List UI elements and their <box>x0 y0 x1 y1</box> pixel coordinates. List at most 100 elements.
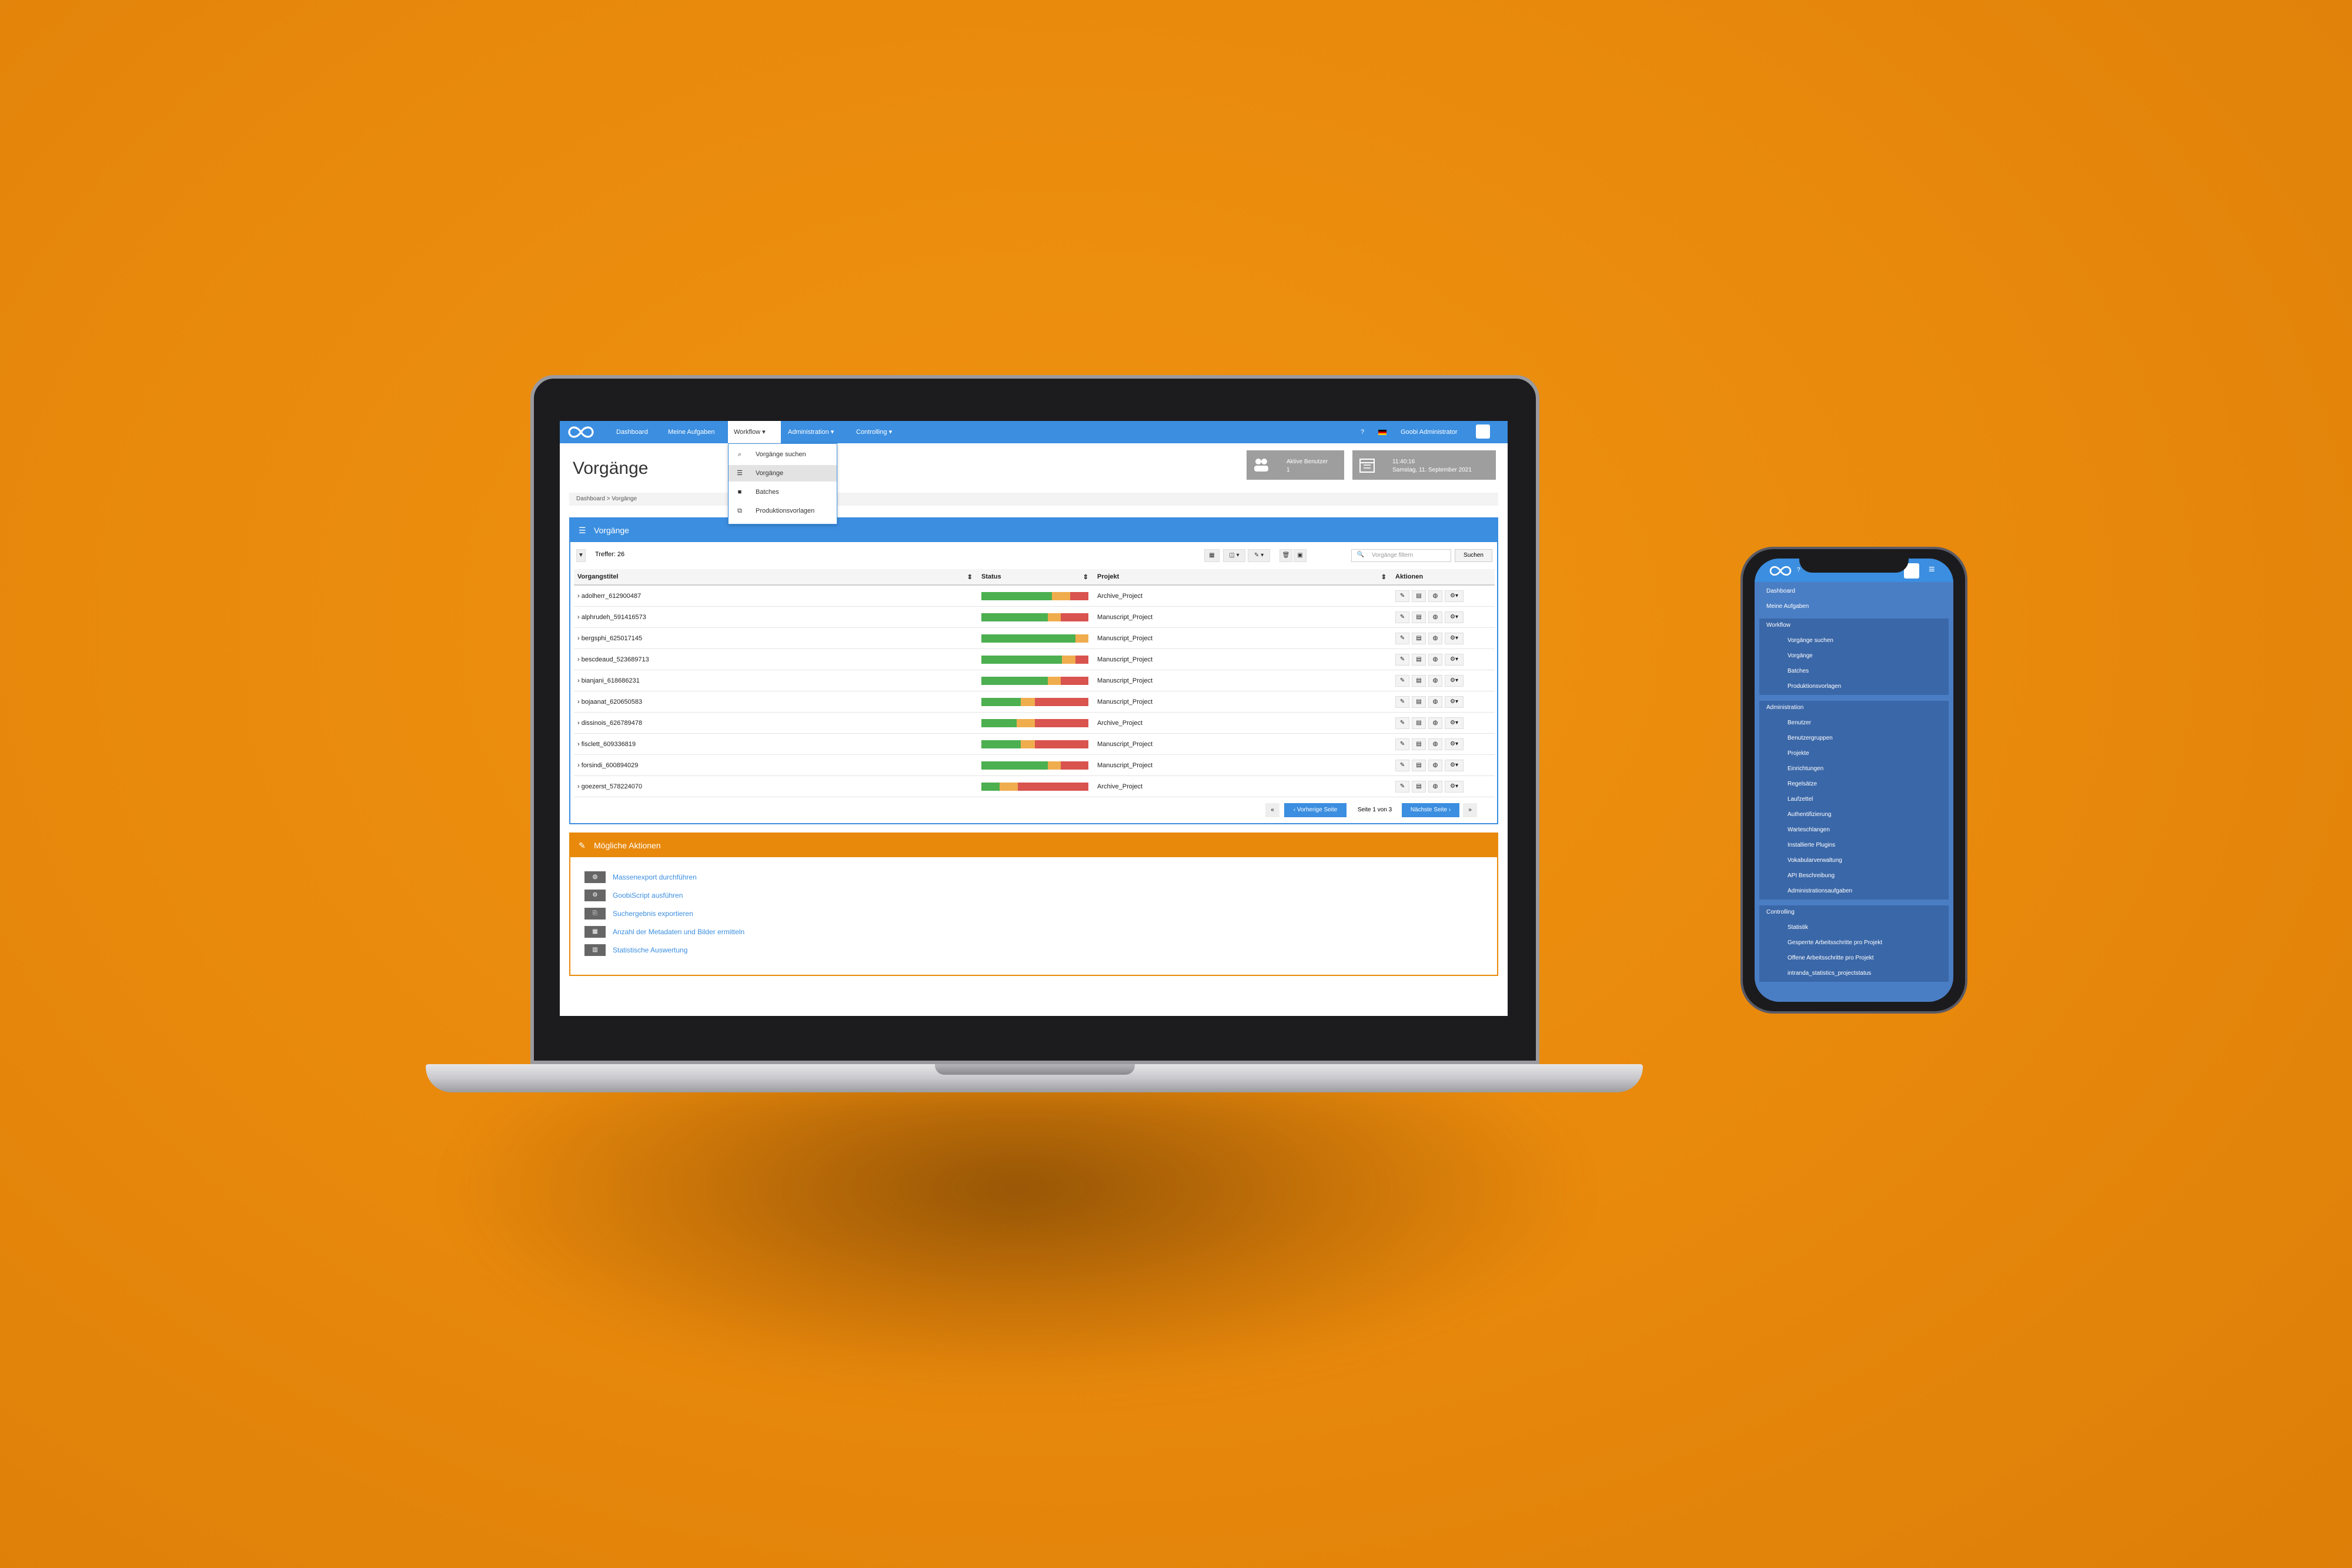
row-title-cell[interactable]: › dissinois_626789478 <box>574 712 978 734</box>
language-flag-icon[interactable] <box>1378 421 1387 443</box>
edit-icon[interactable]: ✎ <box>1395 632 1409 644</box>
help-icon[interactable]: ? <box>1361 429 1365 436</box>
menu-vorgaenge-suchen[interactable]: ⌕ Vorgänge suchen <box>729 446 837 463</box>
col-status[interactable]: Status ⇕ <box>978 569 1094 586</box>
mobile-subitem[interactable]: Statistik <box>1788 924 1809 931</box>
settings-dropdown[interactable]: ⚙▾ <box>1445 696 1464 708</box>
mobile-subitem[interactable]: Benutzer <box>1788 720 1812 726</box>
globe-icon[interactable]: ◍ <box>1428 611 1442 623</box>
goobi-logo-icon[interactable] <box>568 424 594 440</box>
mobile-subitem[interactable]: API Beschreibung <box>1788 872 1835 879</box>
task-icon[interactable]: ▤ <box>1412 717 1426 729</box>
mobile-subitem[interactable]: Einrichtungen <box>1788 765 1824 772</box>
settings-dropdown[interactable]: ⚙▾ <box>1445 780 1464 793</box>
settings-dropdown[interactable]: ⚙▾ <box>1445 590 1464 602</box>
mobile-nav-item[interactable]: Meine Aufgaben <box>1766 603 1809 610</box>
process-title[interactable]: bianjani_618686231 <box>581 677 640 684</box>
menu-vorgaenge[interactable]: ☰ Vorgänge <box>729 465 837 482</box>
mobile-subitem[interactable]: Produktionsvorlagen <box>1788 683 1842 690</box>
menu-batches[interactable]: ■ Batches <box>729 484 837 500</box>
edit-icon[interactable]: ✎ <box>1395 611 1409 623</box>
row-title-cell[interactable]: › forsindi_600894029 <box>574 754 978 776</box>
process-filter-input[interactable]: Vorgänge filtern <box>1351 549 1451 562</box>
process-title[interactable]: fisclett_609336819 <box>581 740 636 748</box>
user-name[interactable]: Goobi Administrator <box>1401 429 1458 436</box>
user-avatar[interactable] <box>1476 424 1490 439</box>
task-icon[interactable]: ▤ <box>1412 674 1426 687</box>
edit-icon[interactable]: ✎ <box>1395 738 1409 750</box>
globe-icon[interactable]: ◍ <box>1428 590 1442 602</box>
process-title[interactable]: bescdeaud_523689713 <box>581 656 649 663</box>
edit-icon[interactable]: ✎ <box>1395 759 1409 771</box>
mobile-subitem[interactable]: intranda_statistics_projectstatus <box>1788 970 1872 977</box>
row-title-cell[interactable]: › goezerst_578224070 <box>574 775 978 797</box>
mobile-subitem[interactable]: Vokabularverwaltung <box>1788 857 1842 864</box>
process-title[interactable]: alphrudeh_591416573 <box>581 613 646 621</box>
col-vorgangstitel[interactable]: Vorgangstitel ⇕ <box>574 569 978 586</box>
mobile-subitem[interactable]: Offene Arbeitsschritte pro Projekt <box>1788 955 1874 961</box>
col-projekt[interactable]: Projekt ⇕ <box>1094 569 1392 586</box>
globe-icon[interactable]: ◍ <box>1428 717 1442 729</box>
row-title-cell[interactable]: › bojaanat_620650583 <box>574 691 978 713</box>
task-icon[interactable]: ▤ <box>1412 632 1426 644</box>
process-title[interactable]: bojaanat_620650583 <box>581 698 643 706</box>
expand-icon[interactable]: › <box>577 613 580 621</box>
settings-dropdown[interactable]: ⚙▾ <box>1445 674 1464 687</box>
settings-dropdown[interactable]: ⚙▾ <box>1445 759 1464 771</box>
globe-icon[interactable]: ◍ <box>1428 632 1442 644</box>
process-title[interactable]: forsindi_600894029 <box>581 761 639 769</box>
mobile-section-title[interactable]: Administration <box>1766 704 1804 711</box>
task-icon[interactable]: ▤ <box>1412 611 1426 623</box>
next-page-button[interactable]: Nächste Seite › <box>1402 803 1459 817</box>
help-icon[interactable]: ? <box>1797 567 1800 573</box>
edit-icon[interactable]: ✎ <box>1395 717 1409 729</box>
globe-icon[interactable]: ◍ <box>1428 738 1442 750</box>
row-title-cell[interactable]: › fisclett_609336819 <box>574 733 978 755</box>
edit-icon[interactable]: ✎ <box>1395 780 1409 793</box>
mobile-subitem[interactable]: Vorgänge <box>1788 653 1813 659</box>
task-icon[interactable]: ▤ <box>1412 653 1426 666</box>
task-icon[interactable]: ▤ <box>1412 759 1426 771</box>
row-title-cell[interactable]: › bergsphi_625017145 <box>574 627 978 649</box>
row-title-cell[interactable]: › adolherr_612900487 <box>574 585 978 607</box>
grid-view-icon[interactable]: ▦ <box>1204 549 1220 562</box>
mobile-subitem[interactable]: Vorgänge suchen <box>1788 637 1833 644</box>
mobile-subitem[interactable]: Warteschlangen <box>1788 827 1830 833</box>
expand-icon[interactable]: › <box>577 634 580 642</box>
filter-icon[interactable]: ▼ <box>576 549 586 562</box>
last-page-icon[interactable]: » <box>1463 803 1477 817</box>
nav-controlling[interactable]: Controlling ▾ <box>850 421 898 443</box>
settings-dropdown[interactable]: ⚙▾ <box>1445 653 1464 666</box>
settings-dropdown[interactable]: ⚙▾ <box>1445 717 1464 729</box>
process-title[interactable]: dissinois_626789478 <box>581 719 643 727</box>
mobile-subitem[interactable]: Regelsätze <box>1788 781 1818 787</box>
settings-dropdown[interactable]: ⚙▾ <box>1445 632 1464 644</box>
task-icon[interactable]: ▤ <box>1412 780 1426 793</box>
edit-icon[interactable]: ✎ <box>1395 696 1409 708</box>
settings-dropdown[interactable]: ⚙▾ <box>1445 738 1464 750</box>
columns-dropdown[interactable]: ◫ ▾ <box>1223 549 1245 562</box>
mobile-subitem[interactable]: Gesperrte Arbeitsschritte pro Projekt <box>1788 940 1883 946</box>
expand-icon[interactable]: › <box>577 761 580 769</box>
process-title[interactable]: adolherr_612900487 <box>581 592 642 600</box>
goobi-logo-icon[interactable] <box>1769 564 1792 577</box>
globe-icon[interactable]: ◍ <box>1428 653 1442 666</box>
settings-dropdown[interactable]: ⚙▾ <box>1445 611 1464 623</box>
globe-icon[interactable]: ◍ <box>1428 674 1442 687</box>
mobile-nav-item[interactable]: Dashboard <box>1766 588 1795 594</box>
nav-meine-aufgaben[interactable]: Meine Aufgaben <box>668 429 715 436</box>
task-icon[interactable]: ▤ <box>1412 738 1426 750</box>
expand-icon[interactable]: › <box>577 656 580 663</box>
menu-produktionsvorlagen[interactable]: ⧉ Produktionsvorlagen <box>729 503 837 519</box>
edit-icon[interactable]: ✎ <box>1395 653 1409 666</box>
expand-icon[interactable]: › <box>577 592 580 600</box>
first-page-icon[interactable]: « <box>1265 803 1279 817</box>
mobile-subitem[interactable]: Projekte <box>1788 750 1809 757</box>
nav-administration[interactable]: Administration ▾ <box>782 421 840 443</box>
process-title[interactable]: goezerst_578224070 <box>581 783 643 790</box>
mobile-subitem[interactable]: Benutzergruppen <box>1788 735 1833 741</box>
mobile-subitem[interactable]: Authentifizierung <box>1788 811 1832 818</box>
hamburger-menu-icon[interactable]: ≡ <box>1929 563 1935 575</box>
expand-icon[interactable]: › <box>577 719 580 727</box>
row-title-cell[interactable]: › alphrudeh_591416573 <box>574 606 978 628</box>
